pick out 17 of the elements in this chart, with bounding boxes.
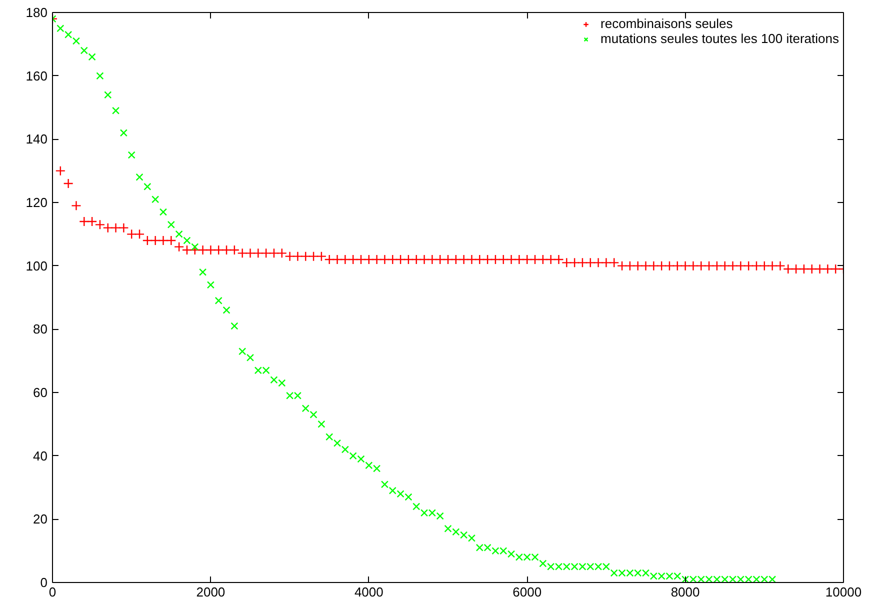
x-tick-label: 2000 [196,584,226,600]
legend-label: recombinaisons seules [600,16,733,31]
x-tick-label: 4000 [354,584,384,600]
y-tick-label: 20 [33,512,48,527]
y-tick-label: 0 [40,575,48,590]
y-tick-label: 80 [33,322,48,337]
x-tick-label: 6000 [512,584,542,600]
y-tick-label: 140 [26,132,48,147]
y-tick-label: 120 [26,195,48,210]
y-tick-label: 100 [26,258,48,274]
y-tick-label: 180 [26,5,48,20]
y-tick-label: 60 [33,385,48,400]
legend-label: mutations seules toutes les 100 iterations [600,31,839,46]
y-tick-label: 160 [26,68,48,84]
x-tick-label: 8000 [670,584,700,600]
y-tick-label: 40 [33,448,48,464]
x-tick-label: 10000 [825,584,862,600]
